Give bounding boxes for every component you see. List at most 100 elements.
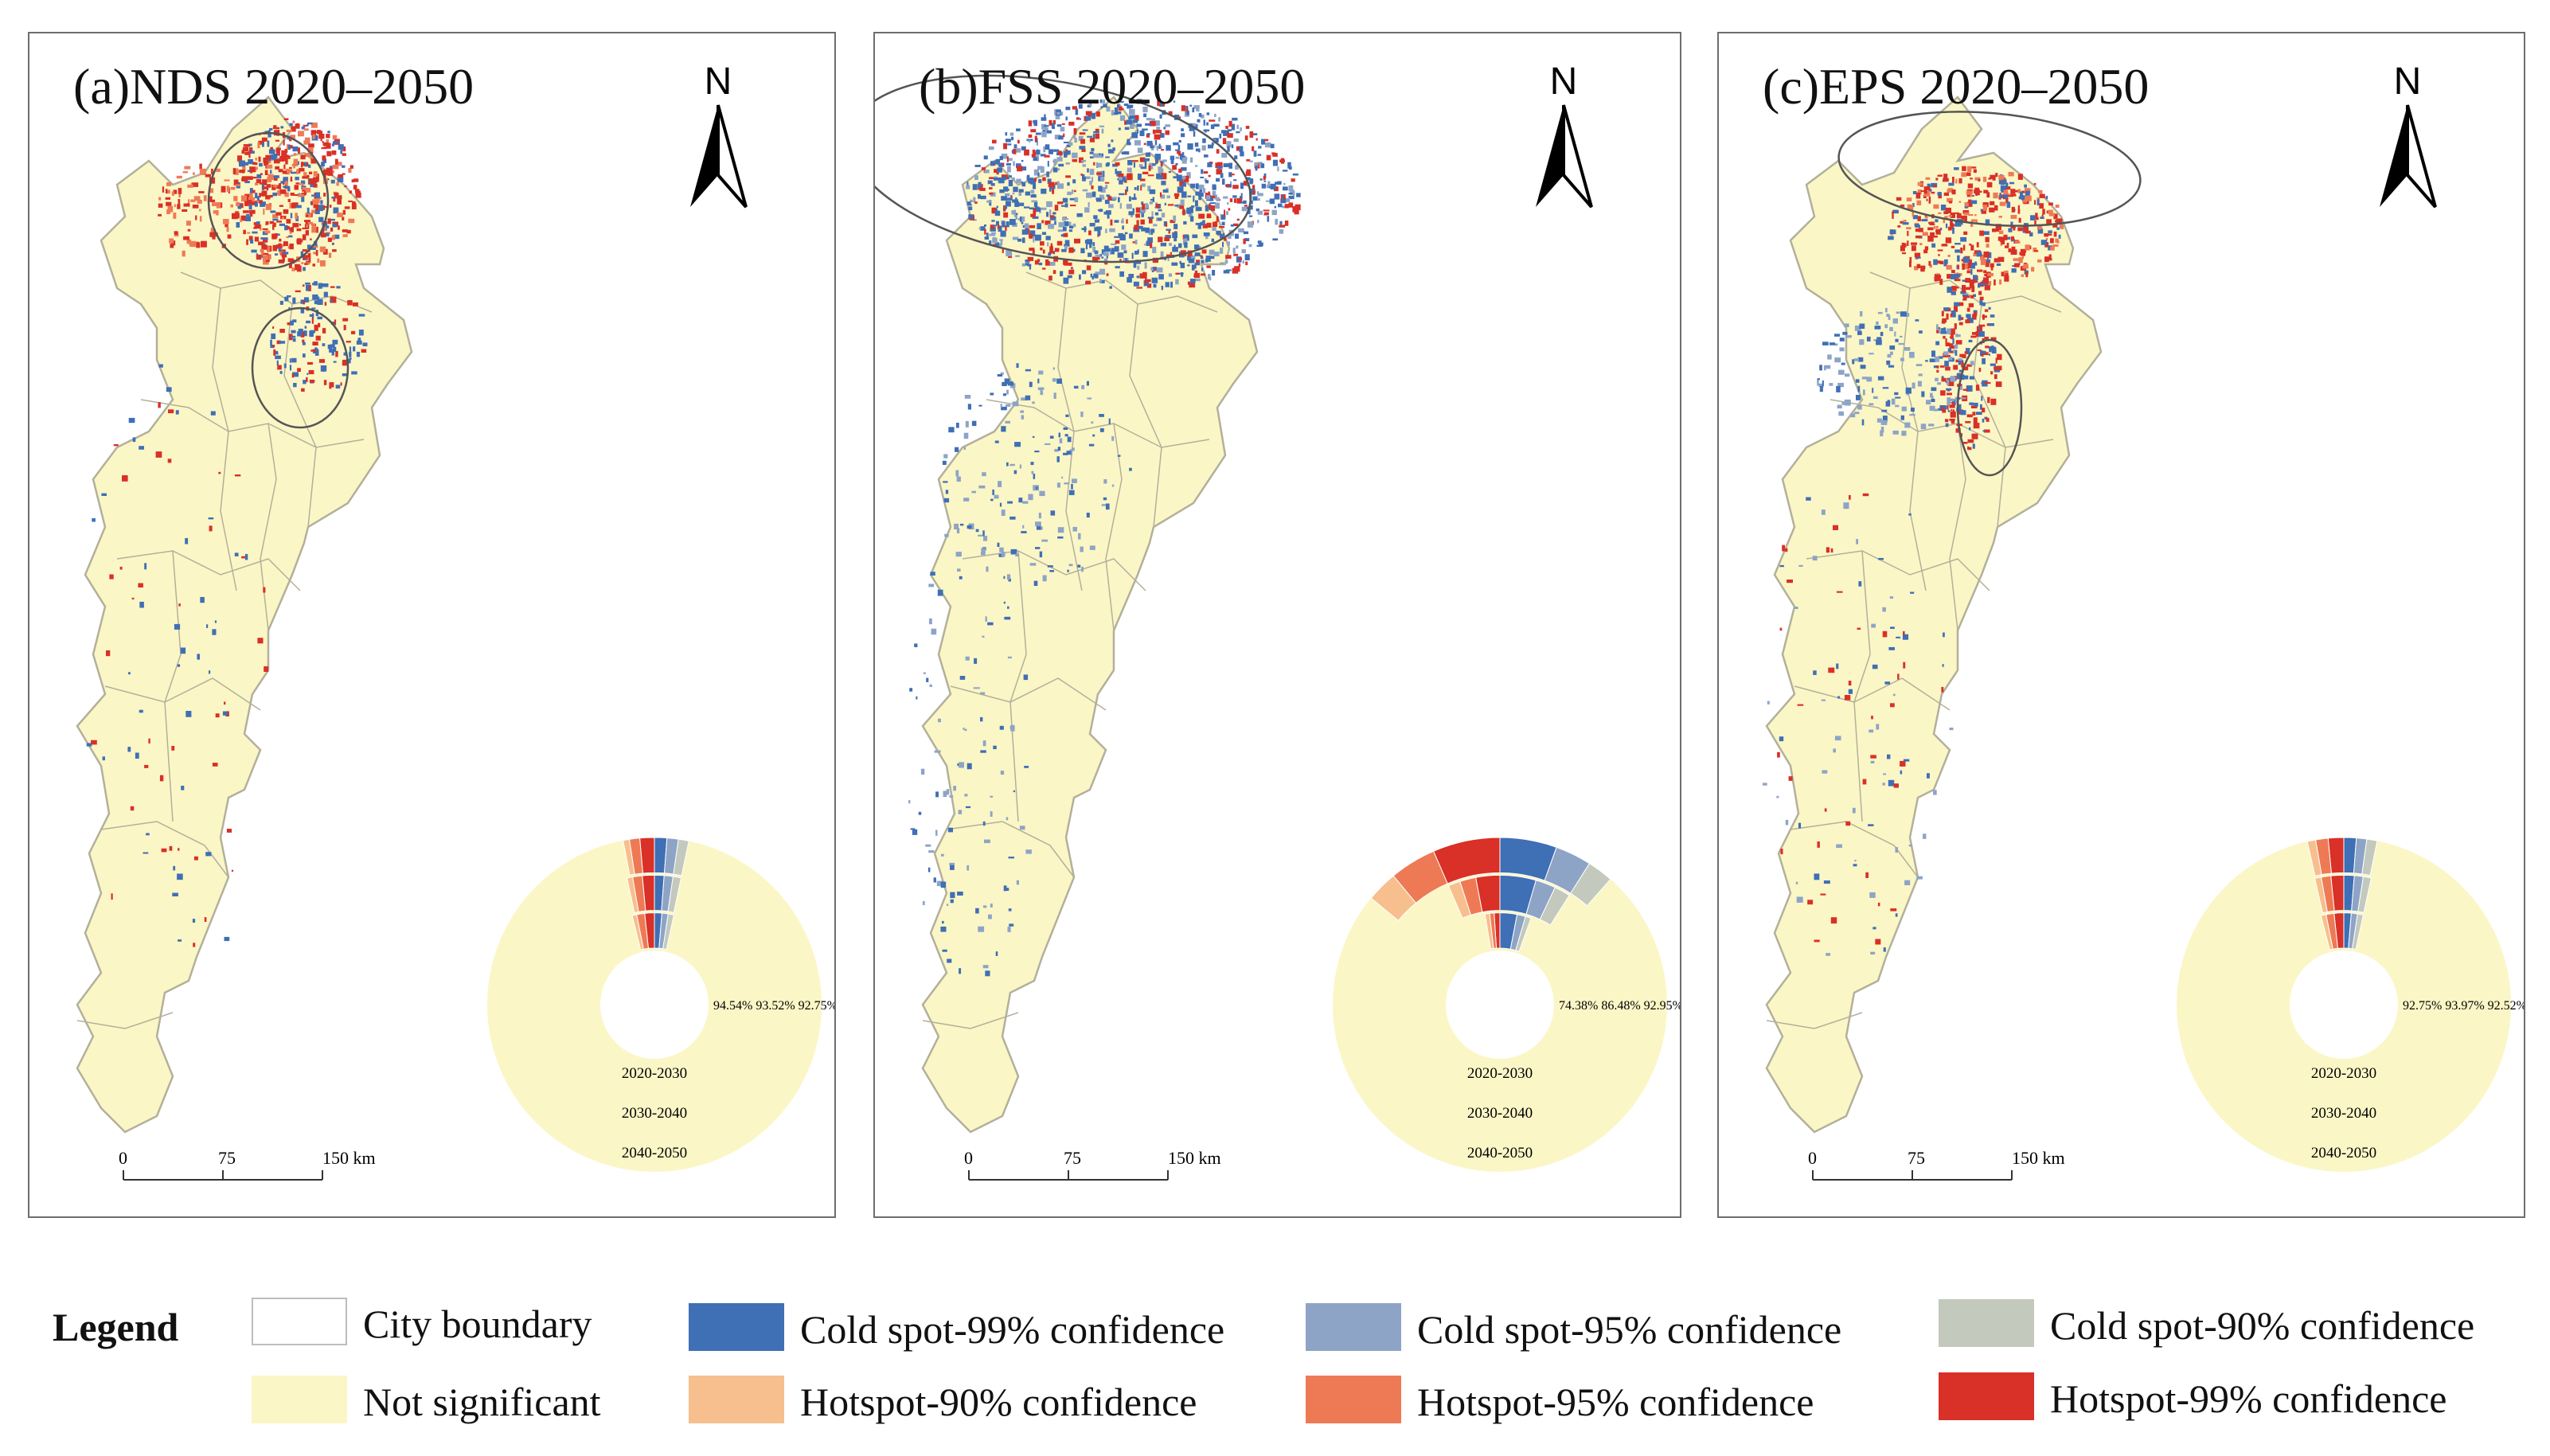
cluster-cell	[1029, 230, 1036, 236]
cluster-cell	[1255, 165, 1258, 171]
cluster-cell	[1021, 415, 1024, 420]
cluster-cell	[1963, 231, 1968, 235]
cluster-cell	[348, 218, 355, 224]
cluster-cell	[158, 364, 163, 368]
city-boundary-line	[140, 399, 365, 448]
cluster-cell	[1009, 219, 1016, 225]
cluster-cell	[943, 790, 947, 798]
cluster-cell	[139, 446, 144, 450]
cluster-cell	[275, 233, 278, 238]
cluster-cell	[1292, 173, 1298, 176]
cluster-cell	[1197, 119, 1201, 123]
cluster-cell	[1854, 412, 1860, 415]
cluster-cell	[1231, 144, 1234, 149]
cluster-cell	[239, 170, 245, 174]
cluster-cell	[265, 221, 269, 225]
cluster-cell	[331, 322, 336, 325]
cluster-cell	[309, 314, 314, 317]
cluster-cell	[128, 672, 131, 675]
cluster-cell	[291, 373, 295, 378]
cluster-cell	[999, 155, 1003, 161]
cluster-cell	[291, 357, 297, 363]
cluster-cell	[273, 349, 276, 356]
cluster-cell	[1145, 227, 1150, 233]
cluster-cell	[1265, 142, 1271, 148]
cluster-cell	[1153, 224, 1158, 227]
cluster-cell	[1050, 243, 1053, 249]
cluster-cell	[1061, 248, 1067, 252]
city-boundary-line	[180, 271, 373, 313]
cluster-cell	[1127, 140, 1130, 145]
cluster-cell	[1279, 224, 1285, 228]
cluster-cell	[1834, 343, 1838, 346]
cluster-cell	[1892, 693, 1896, 697]
cluster-cell	[1947, 401, 1951, 406]
cluster-cell	[1220, 248, 1224, 254]
cluster-cell	[1919, 330, 1923, 334]
cluster-cell	[2034, 220, 2036, 225]
cluster-cell	[253, 222, 258, 225]
cluster-cell	[323, 291, 328, 297]
cluster-cell	[330, 286, 335, 288]
cluster-cell	[1061, 123, 1065, 125]
cluster-cell	[986, 200, 991, 203]
cluster-cell	[303, 124, 308, 127]
city-boundary-line	[1949, 423, 1966, 631]
cluster-cell	[1068, 262, 1072, 266]
cluster-cell	[1029, 224, 1036, 228]
cluster-cell	[942, 949, 947, 952]
cluster-cell	[1063, 221, 1069, 227]
cluster-cell	[2000, 185, 2006, 192]
cluster-cell	[1172, 165, 1177, 170]
cluster-cell	[289, 123, 293, 127]
cluster-cell	[1006, 462, 1009, 466]
cluster-cell	[978, 182, 982, 189]
cluster-cell	[272, 326, 275, 329]
cluster-cell	[1041, 207, 1047, 210]
cluster-cell	[940, 881, 947, 888]
cluster-cell	[1115, 162, 1120, 166]
cluster-cell	[212, 763, 218, 767]
svg-text:N: N	[705, 61, 732, 103]
cluster-cell	[1035, 521, 1041, 527]
cluster-cell	[1008, 180, 1013, 186]
cluster-cell	[969, 215, 974, 220]
cluster-cell	[282, 217, 284, 220]
cluster-cell	[1092, 434, 1095, 437]
cluster-cell	[1944, 361, 1949, 367]
cluster-cell	[273, 125, 277, 128]
cluster-cell	[1844, 323, 1849, 327]
cluster-cell	[1974, 281, 1978, 283]
cluster-cell	[1037, 172, 1040, 177]
cluster-cell	[1155, 204, 1160, 208]
cluster-cell	[113, 444, 119, 447]
cluster-cell	[322, 142, 330, 146]
cluster-cell	[1008, 158, 1013, 162]
cluster-cell	[1872, 664, 1878, 669]
cluster-cell	[1997, 256, 2005, 262]
cluster-cell	[1984, 285, 1990, 291]
cluster-cell	[2053, 213, 2058, 218]
cluster-cell	[286, 129, 292, 132]
cluster-cell	[278, 169, 283, 173]
cluster-cell	[1046, 171, 1049, 178]
cluster-cell	[1194, 270, 1198, 275]
cluster-cell	[1947, 379, 1950, 385]
cluster-cell	[1898, 342, 1904, 345]
cluster-cell	[1947, 197, 1953, 202]
cluster-cell	[2045, 196, 2048, 200]
cluster-cell	[289, 243, 294, 250]
cluster-cell	[2005, 273, 2009, 279]
cluster-cell	[1206, 213, 1211, 217]
ring-chart: 94.54% 93.52% 92.75%2020-20302030-204020…	[487, 837, 834, 1172]
cluster-cell	[1999, 193, 2001, 196]
cluster-cell	[1006, 574, 1011, 580]
cluster-cell	[326, 167, 328, 174]
cluster-cell	[1958, 369, 1964, 373]
cluster-cell	[1032, 435, 1035, 438]
cluster-cell	[982, 635, 985, 638]
cluster-cell	[1041, 539, 1049, 542]
cluster-cell	[1279, 228, 1284, 234]
cluster-cell	[1107, 196, 1112, 201]
